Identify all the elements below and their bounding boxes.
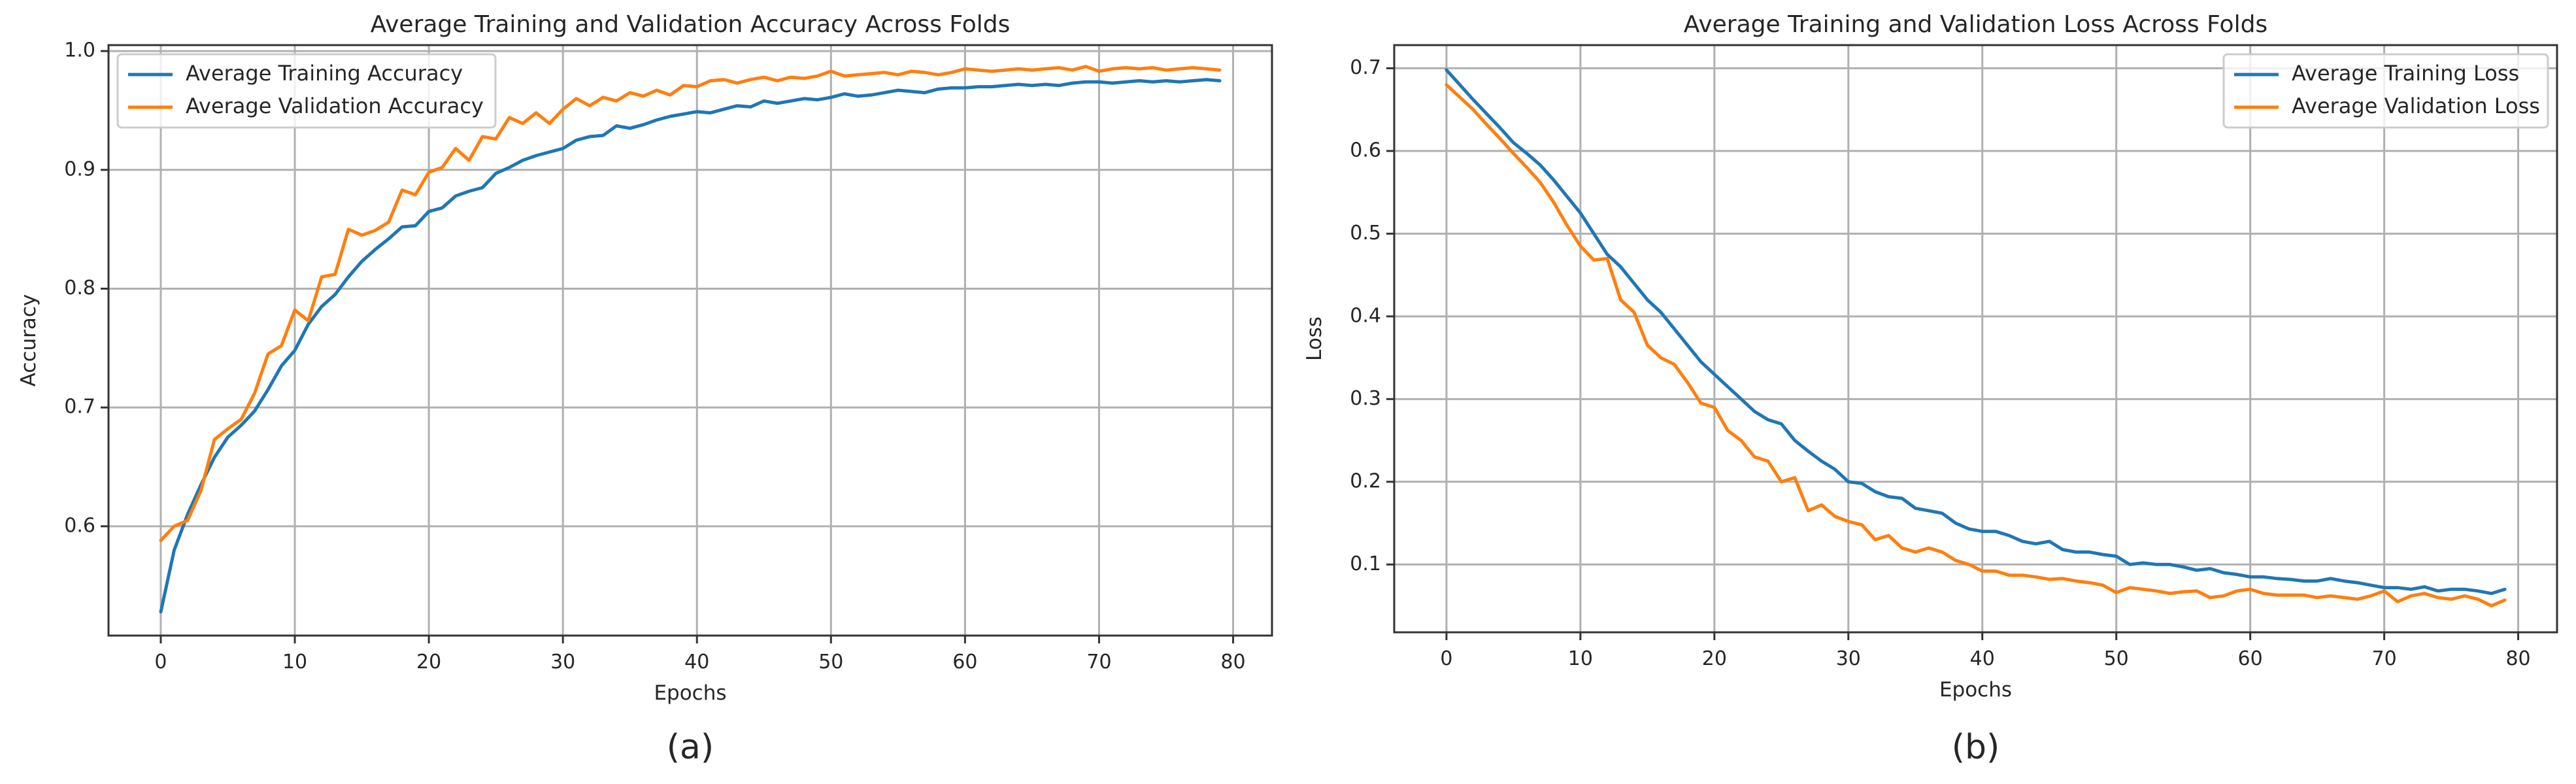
loss-x-tick-label: 40 [1970, 647, 1995, 670]
loss-y-tick-label: 0.2 [1350, 469, 1381, 492]
loss-x-tick-label: 50 [2104, 647, 2129, 670]
accuracy-chart-title: Average Training and Validation Accuracy… [371, 11, 1011, 38]
loss-x-tick-label: 70 [2372, 647, 2397, 670]
legend-label-training-loss: Average Training Loss [2292, 61, 2519, 86]
legend-label-training-accuracy: Average Training Accuracy [186, 61, 463, 86]
loss-series [1445, 68, 2507, 607]
accuracy-y-tick-label: 0.7 [64, 396, 95, 418]
accuracy-y-tick-label: 0.6 [64, 514, 95, 537]
loss-legend-box [2222, 53, 2549, 129]
loss-x-tick-label: 0 [1440, 647, 1452, 670]
accuracy-x-axis-label: Epochs [654, 681, 726, 705]
accuracy-y-axis-label: Accuracy [17, 294, 41, 387]
loss-x-tick-label: 80 [2505, 647, 2530, 670]
loss-x-tick-label: 10 [1568, 647, 1593, 670]
loss-y-tick-label: 0.1 [1350, 553, 1381, 575]
loss-y-tick-label: 0.7 [1350, 56, 1381, 79]
accuracy-x-tick-label: 70 [1086, 651, 1111, 673]
loss-series-line-1 [1445, 83, 2507, 607]
loss-y-tick-label: 0.4 [1350, 304, 1381, 327]
legend-label-validation-loss: Average Validation Loss [2292, 94, 2540, 118]
accuracy-x-tick-label: 40 [684, 651, 709, 673]
loss-grid [1394, 45, 2557, 632]
loss-y-tick-label: 0.5 [1350, 222, 1381, 245]
accuracy-chart: 0 10 20 30 40 50 60 70 80 0.6 0.7 0.8 0.9 1.0 Average… [17, 11, 1273, 767]
accuracy-x-tick-label: 50 [818, 651, 843, 673]
loss-x-tick-label: 60 [2238, 647, 2263, 670]
accuracy-legend: Average Training Accuracy Average Valida… [116, 53, 497, 129]
legend-label-validation-accuracy: Average Validation Accuracy [186, 94, 484, 118]
loss-y-tick-label: 0.3 [1350, 387, 1381, 410]
loss-chart-title: Average Training and Validation Loss Acr… [1684, 11, 2267, 38]
accuracy-y-tick-label: 0.8 [64, 277, 95, 299]
accuracy-legend-box [116, 53, 497, 129]
accuracy-y-tick-label: 0.9 [64, 158, 95, 180]
accuracy-x-tick-label: 60 [952, 651, 977, 673]
accuracy-series [159, 65, 1222, 614]
panel-label-b: (b) [1952, 728, 2000, 767]
accuracy-x-tick-label: 10 [282, 651, 307, 673]
loss-y-tick-label: 0.6 [1350, 139, 1381, 162]
loss-ticks: 0 10 20 30 40 50 60 70 80 0.1 0.2 0.3 0.4 0.5 0.6 0.7 [1350, 56, 2530, 670]
loss-plot-frame [1393, 44, 2558, 634]
loss-x-tick-label: 20 [1702, 647, 1727, 670]
accuracy-x-tick-label: 0 [154, 651, 167, 673]
accuracy-ticks: 0 10 20 30 40 50 60 70 80 0.6 0.7 0.8 0.9 1.0 [64, 39, 1245, 673]
accuracy-grid [109, 45, 1272, 636]
loss-x-axis-label: Epochs [1939, 678, 2012, 702]
accuracy-y-tick-label: 1.0 [64, 39, 95, 62]
accuracy-series-line-1 [159, 65, 1222, 543]
loss-chart: 0 10 20 30 40 50 60 70 80 0.1 0.2 0.3 0.4 0.5 0.6 0.7 A… [1303, 11, 2558, 767]
accuracy-plot-frame [107, 44, 1273, 637]
loss-y-axis-label: Loss [1303, 316, 1326, 361]
accuracy-x-tick-label: 20 [416, 651, 441, 673]
accuracy-series-line-0 [159, 78, 1222, 614]
loss-series-line-0 [1445, 68, 2507, 596]
accuracy-x-tick-label: 30 [550, 651, 575, 673]
loss-x-tick-label: 30 [1836, 647, 1861, 670]
loss-legend: Average Training Loss Average Validation… [2222, 53, 2549, 129]
panel-label-a: (a) [667, 728, 714, 767]
accuracy-x-tick-label: 80 [1220, 651, 1245, 673]
